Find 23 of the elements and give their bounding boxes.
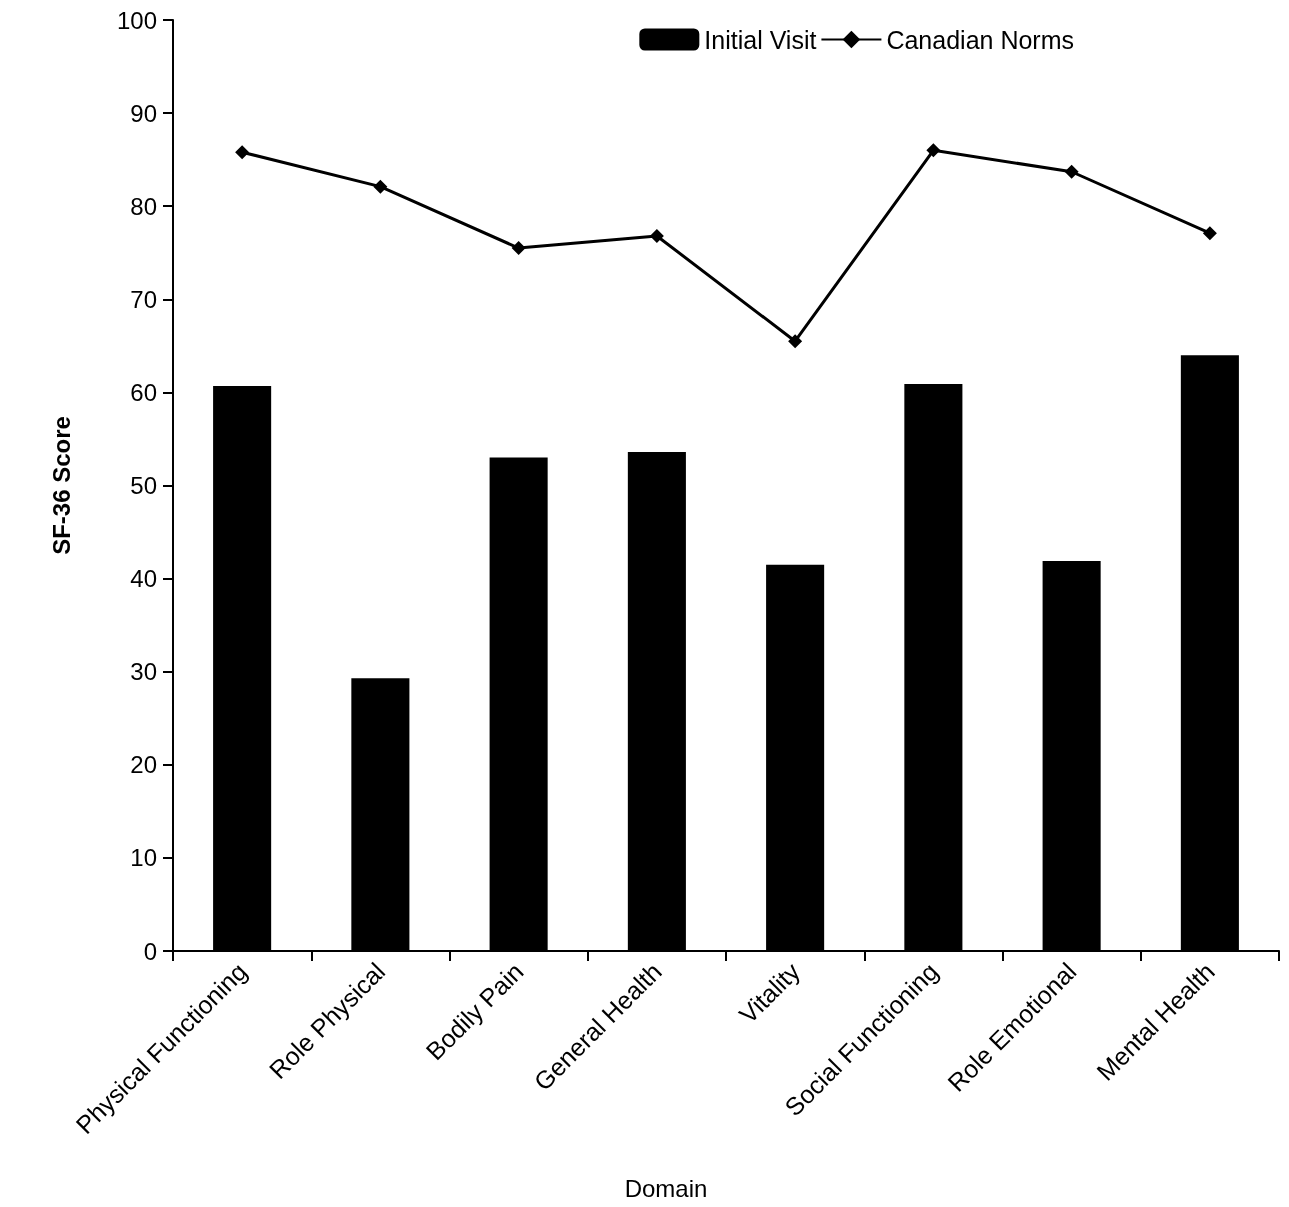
legend-label: Canadian Norms — [886, 25, 1075, 54]
point — [926, 143, 941, 158]
y-tick-label: 40 — [130, 565, 157, 593]
x-axis-title: Domain — [624, 1174, 708, 1202]
y-tick-label: 30 — [130, 658, 157, 686]
y-tick-label: 70 — [130, 285, 157, 313]
point — [1064, 164, 1079, 179]
y-tick-label: 100 — [116, 6, 157, 34]
y-tick-label: 90 — [130, 99, 157, 127]
y-tick-label: 50 — [130, 472, 157, 499]
point — [788, 334, 803, 349]
y-tick-label: 60 — [130, 378, 157, 406]
y-tick-label: 0 — [143, 937, 157, 965]
point — [1202, 226, 1217, 241]
y-tick-label: 10 — [130, 844, 157, 872]
y-tick-label: 20 — [130, 751, 157, 779]
point — [511, 241, 526, 256]
point — [649, 228, 664, 243]
point — [373, 179, 388, 194]
y-tick-label: 80 — [130, 192, 157, 220]
y-axis-title: SF-36 Score — [47, 416, 75, 555]
point — [235, 145, 250, 160]
legend-label: Initial Visit — [704, 25, 817, 54]
